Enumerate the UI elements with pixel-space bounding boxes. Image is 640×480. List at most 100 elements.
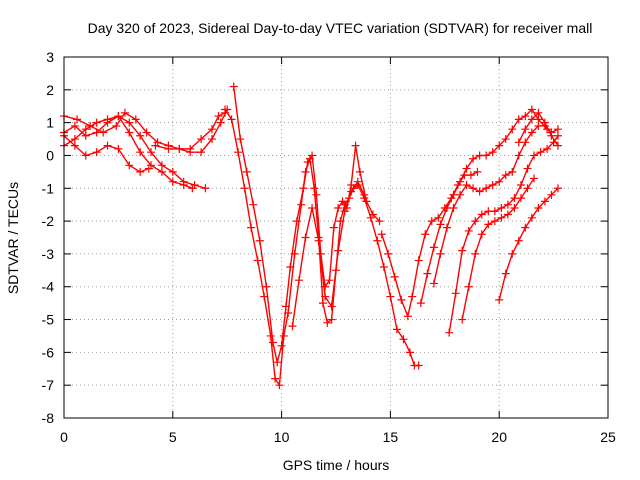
y-tick-label: -1 xyxy=(42,180,55,196)
data-point-marker xyxy=(436,220,445,229)
x-tick-label: 20 xyxy=(491,429,507,445)
data-point-marker xyxy=(175,144,184,153)
data-point-marker xyxy=(421,230,430,239)
data-point-marker xyxy=(240,184,249,193)
data-point-marker xyxy=(375,217,384,226)
data-point-marker xyxy=(495,177,504,186)
data-point-marker xyxy=(281,302,290,311)
series-line xyxy=(63,135,150,173)
data-point-marker xyxy=(442,223,451,232)
data-point-marker xyxy=(125,161,134,170)
series-arc11 xyxy=(429,121,562,288)
series-arc1 xyxy=(60,112,197,193)
data-point-marker xyxy=(456,190,465,199)
y-axis-label: SDTVAR / TECUs xyxy=(5,182,21,294)
data-point-marker xyxy=(523,164,532,173)
data-point-marker xyxy=(458,315,467,324)
x-tick-label: 25 xyxy=(600,429,616,445)
data-point-marker xyxy=(503,210,512,219)
data-point-marker xyxy=(427,217,436,226)
data-point-marker xyxy=(436,249,445,258)
data-point-marker xyxy=(338,197,347,206)
data-point-marker xyxy=(321,292,330,301)
data-point-marker xyxy=(136,131,145,140)
data-point-marker xyxy=(103,141,112,150)
data-point-marker xyxy=(147,148,156,157)
data-point-marker xyxy=(70,121,79,130)
data-point-marker xyxy=(340,207,349,216)
data-point-marker xyxy=(434,213,443,222)
data-point-marker xyxy=(534,108,543,117)
data-point-marker xyxy=(347,187,356,196)
data-point-marker xyxy=(523,184,532,193)
plot-frame xyxy=(63,56,609,419)
data-point-marker xyxy=(501,171,510,180)
data-point-marker xyxy=(286,263,295,272)
y-tick-label: -6 xyxy=(42,344,55,360)
data-point-marker xyxy=(295,276,304,285)
data-point-marker xyxy=(384,249,393,258)
grid-layer xyxy=(64,57,608,418)
data-point-marker xyxy=(501,135,510,144)
data-point-marker xyxy=(136,167,145,176)
data-point-marker xyxy=(197,135,206,144)
data-point-marker xyxy=(540,197,549,206)
data-point-marker xyxy=(249,200,258,209)
data-point-marker xyxy=(168,167,177,176)
data-point-marker xyxy=(131,115,140,124)
data-point-marker xyxy=(303,158,312,167)
data-point-marker xyxy=(530,151,539,160)
data-point-marker xyxy=(207,135,216,144)
data-point-marker xyxy=(495,141,504,150)
series-arc13 xyxy=(458,174,539,324)
data-point-marker xyxy=(275,381,284,390)
data-point-marker xyxy=(508,167,517,176)
data-point-marker xyxy=(540,118,549,127)
data-point-marker xyxy=(144,164,153,173)
data-point-marker xyxy=(216,118,225,127)
data-point-marker xyxy=(273,358,282,367)
data-point-marker xyxy=(521,112,530,121)
data-point-marker xyxy=(527,213,536,222)
data-point-marker xyxy=(92,148,101,157)
data-point-marker xyxy=(81,125,90,134)
data-point-marker xyxy=(390,272,399,281)
data-point-marker xyxy=(379,263,388,272)
data-point-marker xyxy=(553,141,562,150)
y-tick-label: -5 xyxy=(42,312,55,328)
data-point-marker xyxy=(488,180,497,189)
data-point-marker xyxy=(543,144,552,153)
data-point-marker xyxy=(279,331,288,340)
data-point-marker xyxy=(190,180,199,189)
data-point-marker xyxy=(268,338,277,347)
data-point-marker xyxy=(449,203,458,212)
data-point-marker xyxy=(314,236,323,245)
data-point-marker xyxy=(527,128,536,137)
data-point-marker xyxy=(214,112,223,121)
data-point-marker xyxy=(530,174,539,183)
data-point-marker xyxy=(508,249,517,258)
data-point-marker xyxy=(327,302,336,311)
data-point-marker xyxy=(323,318,332,327)
data-point-marker xyxy=(527,105,536,114)
series-line xyxy=(291,184,419,367)
data-point-marker xyxy=(414,256,423,265)
chart-title: Day 320 of 2023, Sidereal Day-to-day VTE… xyxy=(88,20,593,36)
data-point-marker xyxy=(288,322,297,331)
data-point-marker xyxy=(207,125,216,134)
data-point-marker xyxy=(514,115,523,124)
x-tick-label: 0 xyxy=(60,429,68,445)
data-point-marker xyxy=(521,125,530,134)
data-point-marker xyxy=(157,161,166,170)
data-point-marker xyxy=(462,164,471,173)
data-point-marker xyxy=(490,207,499,216)
data-point-marker xyxy=(547,131,556,140)
series-arc14 xyxy=(495,184,562,304)
data-point-marker xyxy=(475,187,484,196)
data-point-marker xyxy=(403,312,412,321)
data-point-marker xyxy=(471,217,480,226)
data-point-marker xyxy=(508,125,517,134)
data-point-marker xyxy=(142,128,151,137)
series-line xyxy=(498,187,559,301)
